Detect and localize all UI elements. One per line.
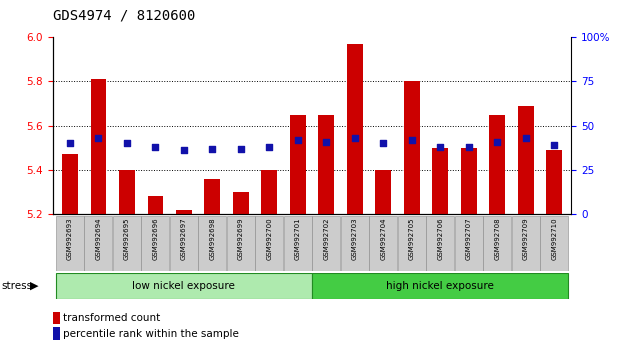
Bar	[312, 216, 340, 271]
Bar	[142, 216, 170, 271]
Text: GSM992703: GSM992703	[351, 218, 358, 260]
Text: GSM992700: GSM992700	[266, 218, 273, 260]
Text: ▶: ▶	[30, 281, 39, 291]
Bar	[540, 216, 568, 271]
Text: low nickel exposure: low nickel exposure	[132, 281, 235, 291]
Text: GSM992695: GSM992695	[124, 218, 130, 260]
Text: stress: stress	[1, 281, 32, 291]
Bar	[227, 216, 255, 271]
Bar	[62, 154, 78, 214]
Text: high nickel exposure: high nickel exposure	[386, 281, 494, 291]
Bar	[91, 79, 106, 214]
Point	[65, 141, 75, 146]
Bar	[546, 150, 562, 214]
Text: percentile rank within the sample: percentile rank within the sample	[63, 329, 239, 339]
Bar	[113, 216, 141, 271]
Bar	[170, 216, 198, 271]
Point	[265, 144, 274, 150]
Point	[435, 144, 445, 150]
Point	[350, 135, 360, 141]
Text: GSM992702: GSM992702	[324, 218, 329, 260]
Bar	[518, 106, 533, 214]
Text: GSM992694: GSM992694	[96, 218, 101, 260]
Bar	[255, 216, 283, 271]
Bar	[84, 216, 112, 271]
Bar	[376, 170, 391, 214]
Bar	[489, 115, 505, 214]
Bar	[261, 170, 277, 214]
Point	[150, 144, 160, 150]
Bar	[176, 210, 192, 214]
Bar	[319, 115, 334, 214]
Point	[179, 148, 189, 153]
Bar	[512, 216, 540, 271]
Bar	[148, 196, 163, 214]
Text: GSM992697: GSM992697	[181, 218, 187, 260]
Bar	[369, 216, 397, 271]
Text: GSM992705: GSM992705	[409, 218, 415, 260]
Bar	[347, 44, 363, 214]
Bar	[233, 192, 248, 214]
Point	[378, 141, 388, 146]
Point	[207, 146, 217, 152]
Text: GSM992701: GSM992701	[295, 218, 301, 260]
Text: GSM992710: GSM992710	[551, 218, 557, 260]
Bar	[198, 216, 226, 271]
Bar	[56, 216, 84, 271]
Text: GSM992696: GSM992696	[152, 218, 158, 260]
Bar	[404, 81, 420, 214]
Bar	[284, 216, 312, 271]
Point	[464, 144, 474, 150]
Point	[549, 142, 559, 148]
Bar	[119, 170, 135, 214]
Bar	[56, 273, 312, 299]
Bar	[398, 216, 426, 271]
Point	[407, 137, 417, 143]
Point	[236, 146, 246, 152]
Bar	[426, 216, 454, 271]
Text: GSM992699: GSM992699	[238, 218, 244, 260]
Text: GSM992708: GSM992708	[494, 218, 501, 260]
Text: GSM992707: GSM992707	[466, 218, 472, 260]
Text: GDS4974 / 8120600: GDS4974 / 8120600	[53, 9, 195, 23]
Text: GSM992704: GSM992704	[380, 218, 386, 260]
Point	[492, 139, 502, 144]
Bar	[432, 148, 448, 214]
Text: GSM992706: GSM992706	[437, 218, 443, 260]
Point	[521, 135, 531, 141]
Bar	[290, 115, 306, 214]
Point	[321, 139, 331, 144]
Point	[293, 137, 303, 143]
Bar	[312, 273, 568, 299]
Point	[122, 141, 132, 146]
Point	[93, 135, 103, 141]
Text: GSM992693: GSM992693	[67, 218, 73, 260]
Text: GSM992709: GSM992709	[523, 218, 528, 260]
Bar	[483, 216, 511, 271]
Text: transformed count: transformed count	[63, 313, 161, 323]
Text: GSM992698: GSM992698	[209, 218, 215, 260]
Bar	[455, 216, 483, 271]
Bar	[461, 148, 476, 214]
Bar	[204, 179, 220, 214]
Bar	[341, 216, 369, 271]
